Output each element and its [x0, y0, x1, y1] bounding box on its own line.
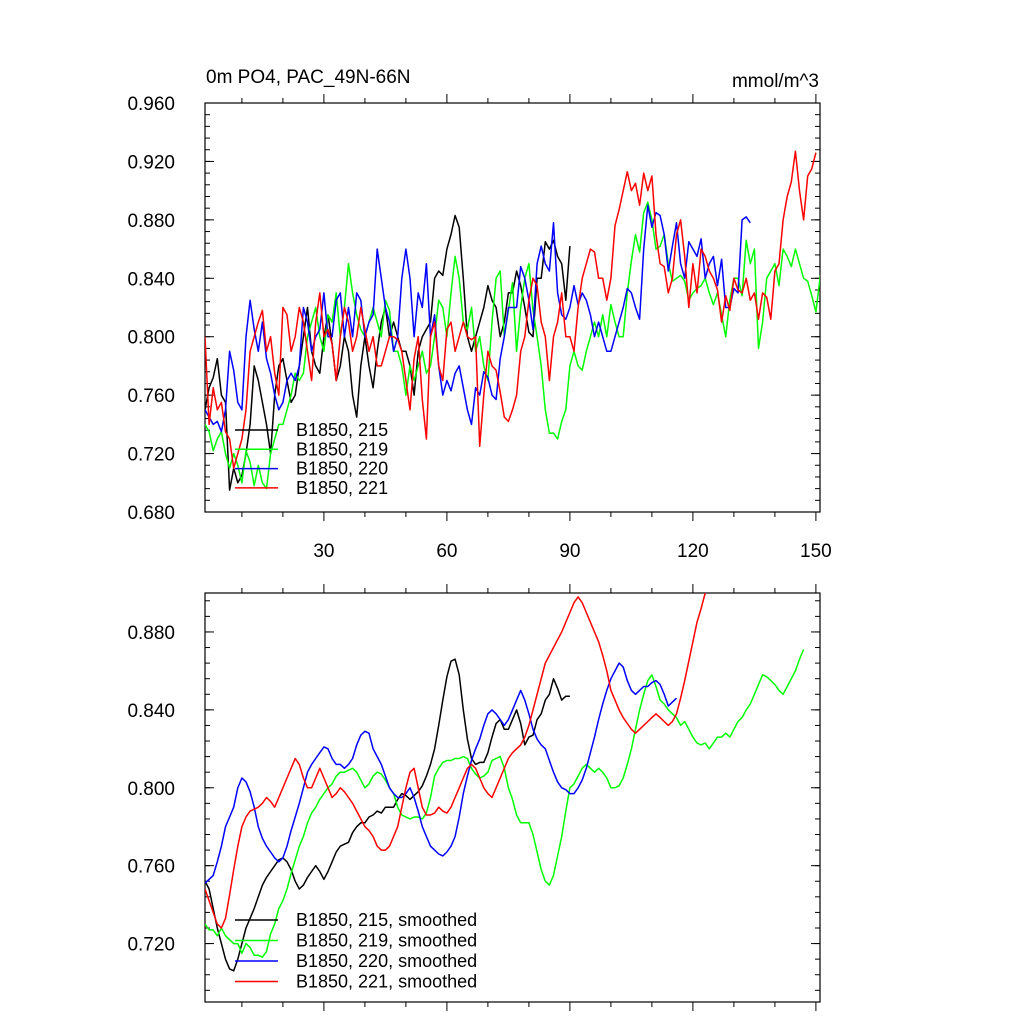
series-line-3	[205, 150, 817, 469]
y-tick-label: 0.840	[127, 269, 175, 290]
top-plot-frame	[204, 102, 821, 513]
x-tick-label: 120	[677, 541, 709, 562]
y-tick-label: 0.840	[127, 701, 175, 722]
top-axis-ticks: 0.680 0.720 0.760 0.800 0.840 0.880 0.920 0.960…	[127, 94, 832, 562]
legend-label-1: B1850, 219, smoothed	[296, 931, 477, 951]
legend-label-0: B1850, 215, smoothed	[296, 910, 477, 930]
top-series-lines	[205, 150, 820, 491]
bottom-series-lines	[205, 593, 805, 972]
series-line-2	[205, 662, 678, 884]
legend-label-3: B1850, 221	[296, 478, 388, 498]
y-tick-label: 0.800	[127, 779, 175, 800]
y-tick-label: 0.960	[127, 94, 175, 115]
bottom-panel: 0.720 0.760 0.800 0.840 0.880 B1850, 215, sm…	[127, 584, 821, 1011]
legend-label-1: B1850, 219	[296, 439, 388, 459]
legend-label-0: B1850, 215	[296, 420, 388, 440]
x-tick-label: 60	[436, 541, 457, 562]
bottom-axis-ticks: 0.720 0.760 0.800 0.840 0.880	[127, 584, 820, 1011]
series-line-3	[205, 593, 707, 929]
y-tick-label: 0.800	[127, 328, 175, 349]
x-tick-label: 90	[559, 541, 580, 562]
figure-title: 0m PO4, PAC_49N-66N	[206, 67, 411, 88]
y-tick-label: 0.720	[127, 935, 175, 956]
series-line-0	[205, 214, 571, 491]
top-panel: 0m PO4, PAC_49N-66N mmol/m^3 0.6800.7200…	[127, 67, 832, 562]
legend-label-3: B1850, 221, smoothed	[296, 972, 477, 992]
legend-label-2: B1850, 220, smoothed	[296, 951, 477, 971]
units-label: mmol/m^3	[732, 71, 819, 92]
y-tick-label: 0.680	[127, 503, 175, 524]
legend-label-2: B1850, 220	[296, 459, 388, 479]
series-line-0	[205, 658, 570, 972]
y-tick-label: 0.720	[127, 445, 175, 466]
series-line-1	[205, 649, 805, 958]
y-tick-label: 0.760	[127, 857, 175, 878]
y-tick-label: 0.760	[127, 386, 175, 407]
y-tick-label: 0.880	[127, 211, 175, 232]
y-tick-label: 0.920	[127, 152, 175, 173]
bottom-plot-frame	[204, 592, 821, 1003]
x-tick-label: 30	[313, 541, 334, 562]
x-tick-label: 150	[800, 541, 832, 562]
y-tick-label: 0.880	[127, 623, 175, 644]
